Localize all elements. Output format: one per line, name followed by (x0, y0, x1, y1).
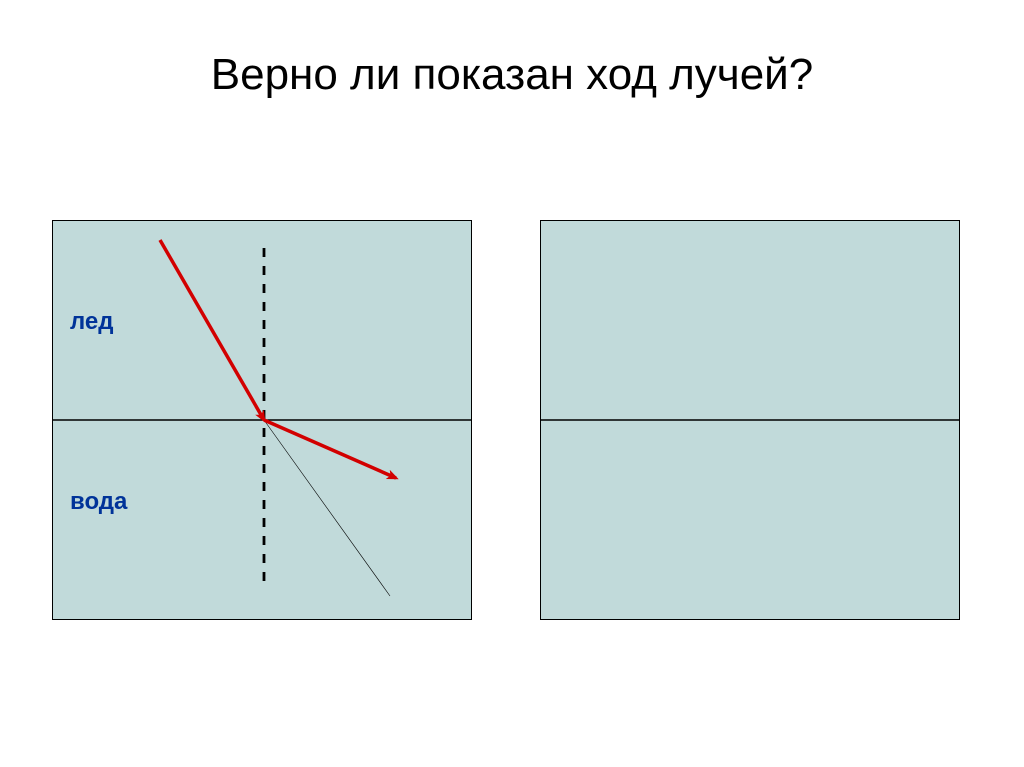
incident-ray (160, 240, 264, 420)
diagram-overlay (0, 0, 1024, 767)
refracted-ray (264, 420, 396, 478)
